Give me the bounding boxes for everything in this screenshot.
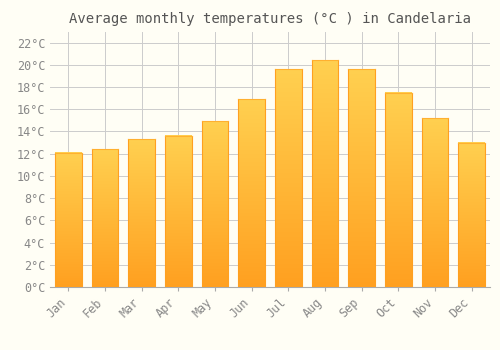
Title: Average monthly temperatures (°C ) in Candelaria: Average monthly temperatures (°C ) in Ca… — [69, 12, 471, 26]
